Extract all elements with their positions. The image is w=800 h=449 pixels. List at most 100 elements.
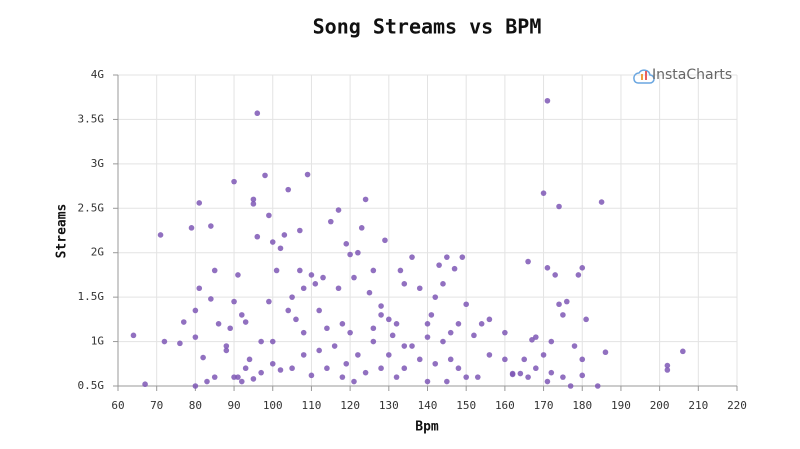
x-tick-label: 190 [611,399,631,412]
x-tick-label: 100 [263,399,283,412]
y-axis-title: Streams [55,204,70,259]
point [382,237,388,244]
point [208,296,214,302]
point [196,285,203,292]
point [277,367,284,373]
point [444,378,450,385]
point [269,360,276,367]
point [533,334,539,340]
y-tick-label: 2G [91,246,104,259]
point [401,281,408,287]
point [544,97,551,104]
point [339,374,346,380]
point [200,354,206,361]
point [250,196,257,203]
x-tick-label: 200 [650,399,670,412]
point [451,265,458,272]
point [208,223,214,229]
point [560,312,566,318]
point [277,245,284,252]
watermark-logo [633,69,655,84]
point [560,374,566,380]
point [378,312,384,318]
point [335,285,342,292]
point [235,374,241,380]
x-tick-label: 110 [302,399,322,412]
x-tick-label: 220 [727,399,747,412]
point [223,347,230,354]
point [432,294,439,300]
point [266,298,272,305]
point [401,365,408,372]
y-tick-label: 4G [91,68,104,81]
point [223,343,230,349]
point [335,207,342,213]
point [567,383,574,389]
watermark: InstaCharts [652,67,732,83]
point [393,321,400,327]
point [397,267,404,274]
point [242,365,249,372]
point [575,272,582,278]
y-tick-label: 0.5G [78,379,105,392]
point [289,365,295,372]
point [548,369,555,376]
x-tick-label: 180 [572,399,592,412]
point [444,254,450,260]
point [416,356,423,363]
point [548,338,555,345]
point [273,267,280,274]
point [192,334,199,340]
point [188,225,195,231]
point [204,378,210,385]
point [312,281,319,287]
point [556,203,562,210]
point [544,265,551,271]
point [285,186,292,193]
point [300,352,307,358]
point [339,321,346,327]
point [324,365,330,372]
point [347,329,353,336]
x-tick-label: 130 [379,399,399,412]
point [239,378,245,385]
x-tick-label: 90 [227,399,240,412]
point [130,332,137,339]
point [285,307,292,314]
point [269,239,276,245]
x-tick-label: 120 [340,399,360,412]
point [196,200,203,206]
point [308,272,315,278]
point [316,307,322,314]
point [362,196,369,203]
point [316,347,322,354]
x-tick-label: 80 [189,399,202,412]
point [262,172,268,179]
point [157,232,164,238]
point [471,332,477,339]
point [355,352,361,358]
point [556,301,562,308]
x-tick-label: 140 [418,399,438,412]
point [347,251,353,258]
point [571,343,578,349]
chart-title: Song Streams vs BPM [313,15,542,39]
point [289,294,295,300]
point [331,343,338,349]
x-tick-label: 60 [111,399,124,412]
point [428,312,435,318]
point [254,110,261,117]
point [239,312,245,318]
point [440,338,446,345]
point [386,316,392,323]
point [416,285,423,292]
point [594,383,601,389]
point [320,274,326,281]
point [254,233,261,240]
point [231,178,237,185]
point [386,352,392,358]
point [447,356,454,363]
point [447,329,454,336]
point [231,374,237,380]
